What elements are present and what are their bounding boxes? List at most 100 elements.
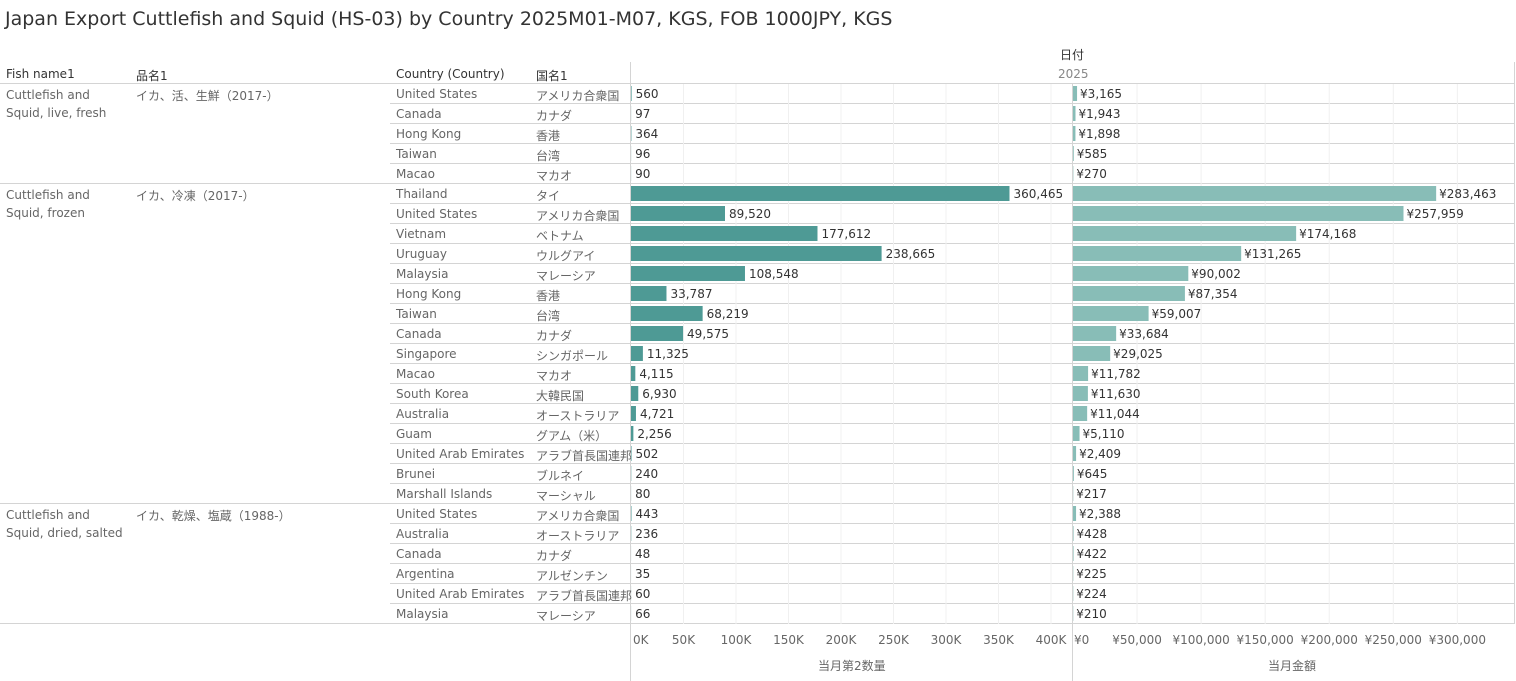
- value-bar: [1073, 466, 1074, 481]
- kokumei-cell: アラブ首長国連邦: [536, 449, 633, 463]
- hinmei-cell: イカ、乾燥、塩蔵（1988-）: [136, 509, 291, 523]
- kokumei-cell: マカオ: [536, 369, 573, 383]
- country-header[interactable]: Country (Country): [396, 67, 505, 81]
- value-label: ¥11,630: [1091, 387, 1141, 401]
- qty-tick-label: 200K: [826, 633, 858, 647]
- row-divider: [390, 563, 1515, 564]
- value-axis-title: 当月金額: [1268, 659, 1317, 673]
- row-divider: [390, 263, 1515, 264]
- qty-tick-label: 150K: [773, 633, 805, 647]
- value-bar: [1073, 446, 1077, 461]
- value-label: ¥33,684: [1119, 327, 1169, 341]
- row-divider: [390, 223, 1515, 224]
- kokumei-cell: オーストラリア: [536, 409, 620, 423]
- row-divider: [390, 243, 1515, 244]
- kokumei-header[interactable]: 国名1: [536, 69, 568, 83]
- kokumei-cell: カナダ: [536, 109, 573, 123]
- country-cell: United States: [396, 207, 478, 221]
- qty-bar: [631, 286, 667, 301]
- value-label: ¥131,265: [1244, 247, 1301, 261]
- country-cell: Canada: [396, 547, 442, 561]
- country-cell: Macao: [396, 167, 435, 181]
- country-cell: Canada: [396, 327, 442, 341]
- fish-name-header[interactable]: Fish name1: [6, 67, 75, 81]
- value-bar: [1073, 266, 1189, 281]
- qty-label: 443: [635, 507, 658, 521]
- hinmei-header[interactable]: 品名1: [136, 69, 168, 83]
- qty-bar: [631, 206, 725, 221]
- qty-bar: [631, 386, 639, 401]
- kokumei-cell: アメリカ合衆国: [536, 89, 620, 103]
- row-divider: [390, 303, 1515, 304]
- qty-tick-label: 400K: [1036, 633, 1068, 647]
- country-cell: Brunei: [396, 467, 436, 481]
- qty-label: 4,115: [639, 367, 673, 381]
- value-bar: [1073, 386, 1088, 401]
- kokumei-cell: アラブ首長国連邦: [536, 589, 633, 603]
- country-cell: United States: [396, 87, 478, 101]
- qty-label: 560: [636, 87, 659, 101]
- qty-label: 33,787: [670, 287, 712, 301]
- country-cell: Uruguay: [396, 247, 447, 261]
- value-bar: [1073, 506, 1077, 521]
- value-bar: [1073, 546, 1074, 561]
- row-divider: [390, 423, 1515, 424]
- row-divider: [390, 383, 1515, 384]
- qty-label: 97: [635, 107, 650, 121]
- qty-label: 90: [635, 167, 650, 181]
- group-divider: [0, 503, 390, 504]
- row-divider: [390, 283, 1515, 284]
- row-divider: [390, 583, 1515, 584]
- country-cell: Taiwan: [396, 147, 437, 161]
- kokumei-cell: ベトナム: [536, 229, 584, 243]
- row-divider: [390, 163, 1515, 164]
- qty-label: 68,219: [707, 307, 749, 321]
- row-divider: [390, 143, 1515, 144]
- value-label: ¥210: [1076, 607, 1107, 621]
- value-bar: [1073, 246, 1242, 261]
- kokumei-cell: カナダ: [536, 329, 573, 343]
- value-label: ¥90,002: [1191, 267, 1241, 281]
- panel-divider-mid: [1072, 84, 1073, 681]
- kokumei-cell: カナダ: [536, 549, 573, 563]
- value-label: ¥1,898: [1078, 127, 1120, 141]
- fish-name-cell: Cuttlefish and Squid, dried, salted: [6, 508, 123, 540]
- value-label: ¥257,959: [1406, 207, 1463, 221]
- kokumei-cell: アルゼンチン: [536, 569, 608, 583]
- country-cell: United States: [396, 507, 478, 521]
- row-divider: [390, 463, 1515, 464]
- qty-label: 4,721: [640, 407, 674, 421]
- row-divider: [390, 343, 1515, 344]
- value-tick-label: ¥150,000: [1237, 633, 1294, 647]
- country-cell: Canada: [396, 107, 442, 121]
- value-bar: [1073, 346, 1111, 361]
- value-tick-label: ¥50,000: [1112, 633, 1162, 647]
- kokumei-cell: ブルネイ: [536, 469, 585, 483]
- qty-label: 360,465: [1013, 187, 1063, 201]
- qty-label: 236: [635, 527, 658, 541]
- qty-label: 238,665: [886, 247, 936, 261]
- country-cell: United Arab Emirates: [396, 447, 525, 461]
- year-header: 2025: [1058, 67, 1089, 81]
- value-label: ¥217: [1076, 487, 1107, 501]
- value-label: ¥11,044: [1090, 407, 1140, 421]
- value-bar: [1073, 306, 1149, 321]
- country-cell: Macao: [396, 367, 435, 381]
- qty-bar: [631, 266, 745, 281]
- qty-label: 80: [635, 487, 650, 501]
- country-cell: Singapore: [396, 347, 457, 361]
- value-bar: [1073, 366, 1089, 381]
- qty-bar: [631, 406, 636, 421]
- value-bar: [1073, 126, 1076, 141]
- header-rule-chart: [631, 83, 1515, 84]
- qty-label: 66: [635, 607, 650, 621]
- country-cell: Malaysia: [396, 607, 449, 621]
- qty-tick-label: 300K: [931, 633, 963, 647]
- kokumei-cell: マカオ: [536, 169, 573, 183]
- value-bar: [1073, 426, 1080, 441]
- value-label: ¥59,007: [1152, 307, 1202, 321]
- value-label: ¥225: [1076, 567, 1107, 581]
- qty-label: 89,520: [729, 207, 771, 221]
- value-bar: [1073, 106, 1076, 121]
- row-divider: [390, 103, 1515, 104]
